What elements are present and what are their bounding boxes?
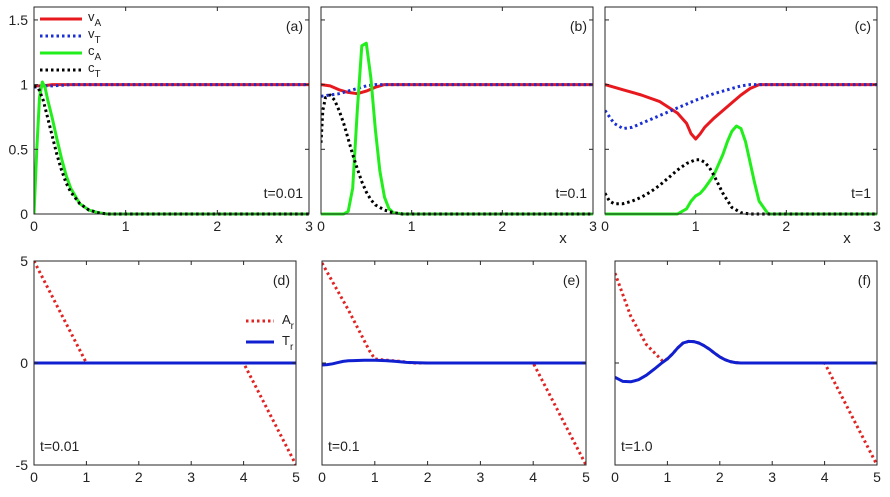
- time-annotation: t=1.0: [621, 438, 653, 454]
- time-annotation: t=0.01: [264, 185, 304, 201]
- x-tick-label: 1: [83, 469, 91, 485]
- y-tick-label: 0: [20, 355, 28, 371]
- panel-label: (c): [855, 18, 871, 34]
- series-line-vA: [605, 83, 877, 141]
- series-line-cA: [321, 41, 593, 216]
- y-tick-label: 0: [20, 206, 28, 222]
- series-line-vT: [321, 83, 593, 98]
- x-tick-label: 3: [187, 469, 195, 485]
- series-line-cA: [34, 80, 309, 216]
- x-tick-label: 0: [30, 469, 38, 485]
- y-tick-label: -5: [16, 457, 29, 473]
- legend-label: Ar: [282, 312, 295, 332]
- x-tick-label: 2: [135, 469, 143, 485]
- x-tick-label: 3: [589, 218, 597, 234]
- panel-label: (f): [858, 272, 871, 288]
- x-tick-label: 1: [371, 469, 379, 485]
- x-tick-label: 5: [582, 469, 590, 485]
- y-tick-label: 1.5: [9, 12, 29, 28]
- x-tick-label: 4: [529, 469, 537, 485]
- legend-label: cT: [88, 60, 101, 80]
- x-tick-label: 0: [30, 218, 38, 234]
- time-annotation: t=0.1: [328, 438, 360, 454]
- x-tick-label: 1: [122, 218, 130, 234]
- panel-label: (a): [286, 18, 303, 34]
- x-tick-label: 1: [692, 218, 700, 234]
- y-tick-label: 5: [20, 253, 28, 269]
- x-tick-label: 3: [768, 469, 776, 485]
- x-tick-label: 0: [611, 469, 619, 485]
- x-tick-label: 5: [292, 469, 300, 485]
- x-tick-label: 2: [498, 218, 506, 234]
- legend-label: vT: [88, 26, 101, 46]
- panel-label: (e): [563, 272, 580, 288]
- time-annotation: t=1: [851, 185, 871, 201]
- y-tick-label: 0.5: [9, 141, 29, 157]
- x-tick-label: 2: [716, 469, 724, 485]
- series-line-vA: [321, 83, 593, 96]
- x-tick-label: 4: [240, 469, 248, 485]
- panel-b: 0 1 2 3 x (b) t=0.1: [317, 6, 597, 247]
- x-tick-label: 3: [305, 218, 313, 234]
- x-tick-label: 0: [601, 218, 609, 234]
- legend-label: cA: [88, 43, 102, 63]
- x-axis-label: x: [559, 230, 567, 247]
- panel-c: 0 1 2 3 x (c) t=1: [601, 6, 881, 247]
- series-line-Tr: [615, 339, 877, 384]
- x-tick-label: 3: [477, 469, 485, 485]
- axes-frame: [33, 6, 310, 215]
- x-tick-label: 5: [873, 469, 881, 485]
- series-line-Tr: [322, 358, 586, 367]
- legend-label: vA: [88, 9, 102, 29]
- x-tick-label: 1: [408, 218, 416, 234]
- time-annotation: t=0.1: [555, 185, 587, 201]
- series-line-cA: [605, 124, 877, 216]
- x-axis-label: x: [843, 230, 851, 247]
- axes-frame: [604, 6, 878, 215]
- x-tick-label: 0: [317, 218, 325, 234]
- x-tick-label: 3: [873, 218, 881, 234]
- legend-label: Tr: [282, 333, 294, 353]
- x-axis-label: x: [275, 230, 283, 247]
- y-tick-label: 1: [20, 77, 28, 93]
- panel-label: (b): [570, 18, 587, 34]
- series-line-cT: [605, 158, 877, 216]
- x-tick-label: 4: [821, 469, 829, 485]
- x-tick-label: 2: [424, 469, 432, 485]
- axes-frame: [320, 6, 594, 215]
- x-tick-label: 2: [782, 218, 790, 234]
- time-annotation: t=0.01: [40, 438, 80, 454]
- series-line-vT: [34, 83, 309, 89]
- panel-e: 0 1 2 3 4 5 (e) t=0.1: [318, 260, 590, 485]
- x-tick-label: 1: [664, 469, 672, 485]
- x-tick-label: 0: [318, 469, 326, 485]
- panel-label: (d): [273, 272, 290, 288]
- series-line-cT: [321, 93, 593, 216]
- x-tick-label: 2: [213, 218, 221, 234]
- series-line-vT: [605, 83, 877, 131]
- panel-f: 0 1 2 3 4 5 (f) t=1.0: [611, 260, 881, 485]
